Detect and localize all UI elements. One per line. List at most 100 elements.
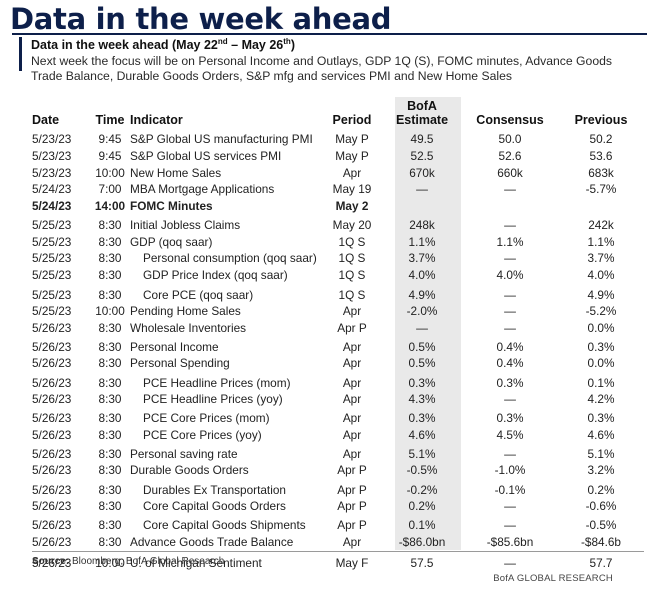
source-note: Source: Bloomberg, BofA Global Research <box>32 556 224 567</box>
table-row: 5/26/23 8:30 PCE Core Prices (yoy) Apr 4.6% 4… <box>32 426 644 443</box>
cell-consensus: -1.0% <box>494 463 526 478</box>
cell-previous: 0.0% <box>587 320 615 335</box>
header-bofa-estimate: BofA Estimate <box>382 97 462 131</box>
cell-time: 8:30 <box>98 339 122 354</box>
cell-period: Apr P <box>337 518 367 533</box>
cell-consensus: — <box>504 556 516 570</box>
table-row: 5/26/23 8:30 Durable Goods Orders Apr P -0.5… <box>32 462 644 479</box>
cell-date: 5/25/23 <box>32 218 72 233</box>
cell-period: Apr <box>342 375 362 390</box>
cell-estimate: 1.1% <box>408 234 436 249</box>
cell-estimate: 0.2% <box>408 498 436 513</box>
cell-period: Apr <box>342 534 362 549</box>
cell-estimate: 5.1% <box>408 446 436 461</box>
table-row: 5/26/23 8:30 PCE Headline Prices (mom) Apr 0… <box>32 372 644 391</box>
table-body: 5/23/23 9:45 S&P Global US manufacturing P… <box>32 131 644 571</box>
cell-period: May 20 <box>332 218 372 233</box>
cell-estimate: 670k <box>409 165 435 180</box>
cell-time: 8:30 <box>98 534 122 549</box>
cell-date: 5/26/23 <box>32 446 72 461</box>
cell-time: 10:00 <box>95 303 125 318</box>
cell-consensus <box>462 198 558 215</box>
cell-time: 7:00 <box>98 182 122 197</box>
cell-period: Apr <box>342 303 362 318</box>
header-previous: Previous <box>574 113 628 127</box>
cell-date: 5/26/23 <box>32 534 72 549</box>
table-row: 5/25/23 8:30 Initial Jobless Claims May 20 2… <box>32 214 644 233</box>
cell-previous: 53.6 <box>589 149 613 164</box>
cell-estimate: 0.3% <box>408 375 436 390</box>
table-row: 5/24/23 14:00 FOMC Minutes May 2 <box>32 198 644 215</box>
cell-date: 5/26/23 <box>32 482 72 497</box>
cell-previous: -$84.6b <box>580 534 621 549</box>
cell-period: 1Q S <box>338 268 366 283</box>
table-row: 5/26/23 8:30 Wholesale Inventories Apr P — — 0… <box>32 319 644 336</box>
table-row: 5/25/23 8:30 Core PCE (qoq saar) 1Q S 4.9% — 4… <box>32 284 644 303</box>
cell-previous: 242k <box>588 218 614 233</box>
table-row: 5/24/23 7:00 MBA Mortgage Applications May … <box>32 181 644 198</box>
cell-estimate <box>382 198 462 215</box>
cell-estimate: 0.3% <box>408 411 436 426</box>
table-row: 5/26/23 8:30 Personal Spending Apr 0.5% 0.4% 0… <box>32 355 644 372</box>
cell-time: 8:30 <box>98 251 122 266</box>
subtitle-sup-nd: nd <box>217 37 228 46</box>
cell-time: 10:00 <box>95 165 125 180</box>
cell-previous: 5.1% <box>587 446 615 461</box>
cell-period: May P <box>335 132 369 147</box>
cell-time: 9:45 <box>98 132 122 147</box>
cell-period: 1Q S <box>338 251 366 266</box>
subtitle-text-mid: – May 26 <box>227 38 284 53</box>
cell-indicator: S&P Global US services PMI <box>130 149 282 164</box>
header-date: Date <box>32 113 60 127</box>
cell-date: 5/25/23 <box>32 287 72 302</box>
cell-previous: 3.2% <box>587 463 615 478</box>
cell-period: Apr <box>342 411 362 426</box>
cell-estimate: 52.5 <box>410 149 434 164</box>
cell-estimate: 57.5 <box>410 556 434 570</box>
table-row: 5/26/23 8:30 Core Capital Goods Orders Apr … <box>32 498 644 515</box>
cell-estimate: -$86.0bn <box>398 534 446 549</box>
table-row: 5/26/23 8:30 Personal Income Apr 0.5% 0.4% 0.3… <box>32 336 644 355</box>
cell-previous: 0.3% <box>587 339 615 354</box>
cell-time: 8:30 <box>98 411 122 426</box>
table-row: 5/26/23 8:30 Core Capital Goods Shipments A… <box>32 514 644 533</box>
cell-date: 5/23/23 <box>32 165 72 180</box>
cell-period: Apr <box>342 427 362 442</box>
cell-date: 5/26/23 <box>32 427 72 442</box>
cell-indicator: Durables Ex Transportation <box>143 482 286 497</box>
cell-date: 5/26/23 <box>32 391 72 406</box>
subtitle-text-end: ) <box>290 38 295 53</box>
cell-previous: 0.1% <box>587 375 615 390</box>
cell-previous: 4.0% <box>587 268 615 283</box>
cell-indicator: Personal consumption (qoq saar) <box>143 251 317 266</box>
cell-indicator: Personal saving rate <box>130 446 238 461</box>
cell-indicator: Core Capital Goods Orders <box>143 498 286 513</box>
cell-previous: 1.1% <box>587 234 615 249</box>
cell-consensus: — <box>504 218 516 233</box>
cell-period: Apr P <box>337 320 367 335</box>
cell-period: Apr P <box>337 463 367 478</box>
cell-estimate: -0.2% <box>406 482 438 497</box>
cell-period: Apr P <box>337 482 367 497</box>
cell-estimate: — <box>416 320 428 335</box>
cell-indicator: Durable Goods Orders <box>130 463 249 478</box>
cell-date: 5/25/23 <box>32 234 72 249</box>
cell-date: 5/24/23 <box>32 199 72 214</box>
cell-time: 8:30 <box>98 287 122 302</box>
cell-date: 5/26/23 <box>32 411 72 426</box>
cell-indicator: GDP Price Index (qoq saar) <box>143 268 288 283</box>
cell-date: 5/26/23 <box>32 498 72 513</box>
cell-period: Apr <box>342 165 362 180</box>
cell-consensus: — <box>504 518 516 533</box>
cell-indicator: Core Capital Goods Shipments <box>143 518 306 533</box>
cell-previous: 57.7 <box>589 556 613 570</box>
subtitle-text: Data in the week ahead (May 22 <box>31 38 218 53</box>
cell-estimate: — <box>416 182 428 197</box>
cell-indicator: New Home Sales <box>130 165 222 180</box>
cell-consensus: 50.0 <box>498 132 522 147</box>
cell-estimate: 4.9% <box>408 287 436 302</box>
cell-previous: 683k <box>588 165 614 180</box>
cell-consensus: — <box>504 182 516 197</box>
cell-consensus: 660k <box>497 165 523 180</box>
table-row: 5/23/23 9:45 S&P Global US services PMI May… <box>32 148 644 165</box>
